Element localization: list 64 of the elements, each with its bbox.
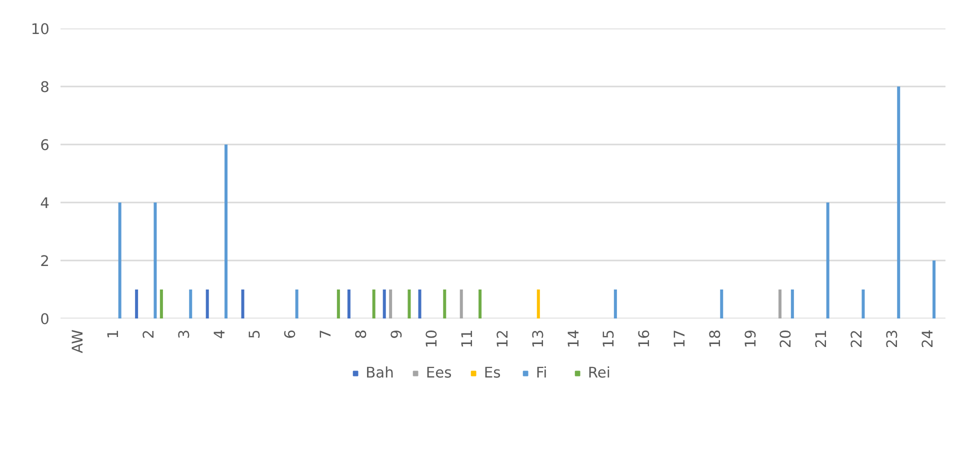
x-tick-label: 16 xyxy=(636,329,654,348)
x-tick-label: 6 xyxy=(282,329,300,339)
x-tick-label: 5 xyxy=(246,329,264,339)
x-tick-label: 9 xyxy=(388,329,406,339)
x-tick-label: 22 xyxy=(848,329,866,348)
bar xyxy=(536,290,540,318)
y-tick-label: 8 xyxy=(40,79,50,96)
bar xyxy=(160,290,163,318)
x-tick-label: 21 xyxy=(813,329,830,348)
bar xyxy=(443,290,446,318)
x-tick-label: 8 xyxy=(352,329,370,339)
x-tick-label: 10 xyxy=(424,329,441,348)
bar xyxy=(224,144,228,318)
bar xyxy=(154,202,157,318)
bar xyxy=(372,290,376,318)
bar xyxy=(932,260,936,318)
legend-label: Es xyxy=(484,364,502,382)
x-tick-label: 4 xyxy=(211,329,228,339)
legend-label: Rei xyxy=(588,364,610,382)
x-tick-label: 18 xyxy=(706,329,724,348)
x-tick-label: 14 xyxy=(565,329,582,348)
bar xyxy=(826,202,830,318)
x-tick-label: 24 xyxy=(919,329,936,348)
y-tick-label: 10 xyxy=(30,21,50,38)
bar xyxy=(389,290,392,318)
bar xyxy=(460,290,463,318)
bar xyxy=(382,290,386,318)
y-tick-label: 4 xyxy=(40,195,50,212)
bar xyxy=(478,290,482,318)
legend-label: Fi xyxy=(536,364,548,382)
bar xyxy=(418,290,422,318)
x-tick-label: AW xyxy=(70,328,87,354)
bar xyxy=(206,290,209,318)
x-tick-label: 7 xyxy=(318,329,334,339)
x-tick-label: 23 xyxy=(884,329,901,348)
bar xyxy=(778,290,782,318)
bar xyxy=(897,86,900,318)
bar xyxy=(118,202,122,318)
bar xyxy=(408,290,411,318)
bar xyxy=(241,290,244,318)
y-tick-label: 0 xyxy=(40,311,50,328)
bar xyxy=(347,290,350,318)
bar xyxy=(336,290,340,318)
bar xyxy=(295,290,298,318)
x-tick-label: 17 xyxy=(672,329,688,348)
bar xyxy=(862,290,865,318)
x-tick-label: 2 xyxy=(140,329,158,339)
x-tick-label: 11 xyxy=(459,329,476,348)
x-tick-label: 13 xyxy=(530,329,547,348)
x-tick-label: 15 xyxy=(600,329,618,348)
bar xyxy=(135,290,138,318)
x-tick-label: 20 xyxy=(778,329,795,348)
bar xyxy=(790,290,794,318)
legend-label: Bah xyxy=(366,364,394,382)
bar xyxy=(189,290,192,318)
y-tick-label: 2 xyxy=(40,253,50,270)
x-tick-label: 19 xyxy=(742,329,760,348)
y-tick-label: 6 xyxy=(40,137,50,154)
bar xyxy=(720,290,724,318)
x-tick-label: 12 xyxy=(494,329,512,348)
x-tick-label: 3 xyxy=(176,329,193,339)
legend-label: Ees xyxy=(426,364,452,382)
bar xyxy=(614,290,617,318)
x-tick-label: 1 xyxy=(105,329,122,339)
